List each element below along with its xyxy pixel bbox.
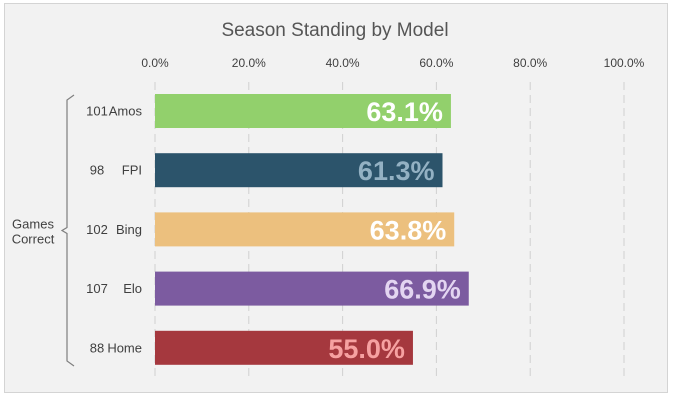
category-label: FPI	[122, 163, 142, 178]
x-tick-label: 0.0%	[141, 56, 169, 70]
x-tick-label: 60.0%	[419, 56, 453, 70]
x-axis-ticks: 0.0% 20.0% 40.0% 60.0% 80.0% 100.0%	[141, 56, 644, 70]
category-label: Home	[107, 340, 142, 355]
group-bracket: Games Correct	[12, 94, 75, 367]
games-correct-label: 88	[90, 340, 104, 355]
data-label: 63.1%	[366, 97, 443, 127]
bar	[155, 212, 455, 247]
games-correct-label: 102	[86, 222, 108, 237]
chart-area: Season Standing by Model 0.0% 20.0% 40.0% 6…	[4, 3, 668, 393]
bar	[155, 94, 451, 128]
x-tick-label: 40.0%	[326, 56, 360, 70]
category-label: Elo	[123, 281, 142, 296]
data-label: 63.8%	[370, 215, 447, 245]
games-correct-label: 98	[90, 163, 104, 178]
category-label: Amos	[109, 104, 143, 119]
bar-chart: Season Standing by Model 0.0% 20.0% 40.0% 6…	[12, 20, 645, 378]
category-label: Bing	[116, 222, 142, 237]
chart-title: Season Standing by Model	[221, 20, 448, 41]
x-tick-label: 20.0%	[232, 56, 266, 70]
x-tick-label: 80.0%	[513, 56, 547, 70]
bar	[155, 271, 469, 306]
data-label: 66.9%	[384, 275, 461, 305]
x-tick-label: 100.0%	[604, 56, 645, 70]
category-labels: 101 Amos 98 FPI 102 Bing 107 Elo 88 Home	[86, 104, 142, 356]
data-label: 61.3%	[358, 156, 435, 186]
games-correct-label: 107	[86, 281, 108, 296]
games-correct-label: 101	[86, 104, 108, 119]
data-label: 55.0%	[328, 334, 405, 364]
group-axis-title: Games Correct	[12, 217, 55, 247]
bar	[155, 153, 443, 188]
bar	[155, 330, 413, 365]
bracket-line	[60, 94, 75, 367]
bars: 63.1% 61.3% 63.8% 66.9% 55.0%	[155, 94, 469, 365]
